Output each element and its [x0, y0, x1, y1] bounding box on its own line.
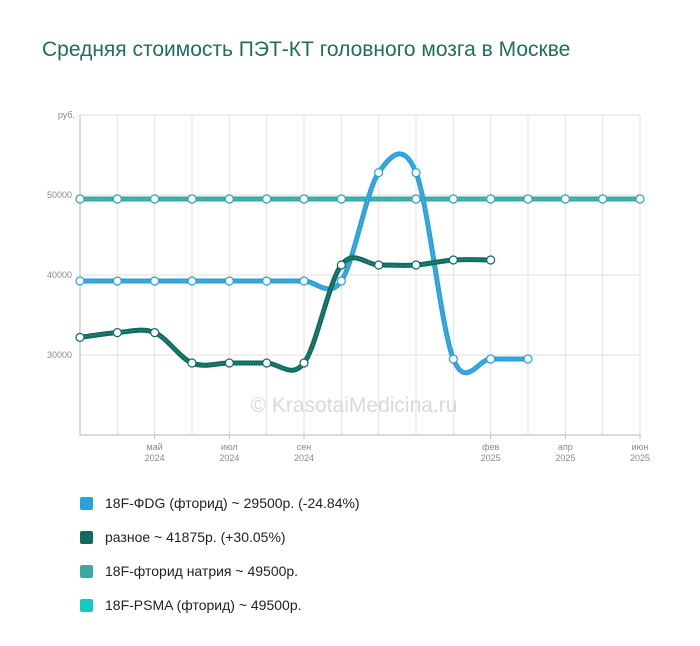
data-point [262, 276, 272, 286]
data-point [224, 358, 234, 368]
legend: 18F-ФDG (фторид) ~ 29500р. (-24.84%) разн… [80, 486, 360, 622]
data-point [411, 168, 421, 178]
data-point [112, 194, 122, 204]
data-point [299, 194, 309, 204]
chart-title: Средняя стоимость ПЭТ-КТ головного мозга… [42, 38, 571, 61]
x-tick-month: июн [632, 442, 649, 452]
chart-grid [79, 114, 641, 435]
data-point [448, 354, 458, 364]
x-tick-month: июл [221, 442, 238, 452]
data-point [598, 194, 608, 204]
data-point [411, 194, 421, 204]
data-point [523, 194, 533, 204]
series-line-3-hatch [79, 257, 491, 371]
data-point [187, 194, 197, 204]
legend-label: 18F-фторид натрия ~ 49500р. [105, 563, 299, 579]
data-point [523, 354, 533, 364]
data-point [336, 260, 346, 270]
data-point [75, 276, 85, 286]
data-point [75, 332, 85, 342]
data-point [411, 260, 421, 270]
legend-item[interactable]: 18F-PSMA (фторид) ~ 49500р. [80, 588, 360, 622]
x-tick-year: 2025 [555, 453, 575, 463]
data-point [262, 358, 272, 368]
chart-points [75, 168, 645, 368]
x-tick-year: 2024 [145, 453, 165, 463]
chart-series [77, 151, 643, 376]
data-point [635, 194, 645, 204]
legend-item[interactable]: 18F-ФDG (фторид) ~ 29500р. (-24.84%) [80, 486, 360, 520]
data-point [112, 276, 122, 286]
x-tick-year: 2024 [294, 453, 314, 463]
legend-label: 18F-ФDG (фторид) ~ 29500р. (-24.84%) [105, 495, 360, 511]
data-point [299, 276, 309, 286]
legend-item[interactable]: разное ~ 41875р. (+30.05%) [80, 520, 360, 554]
data-point [112, 328, 122, 338]
legend-item[interactable]: 18F-фторид натрия ~ 49500р. [80, 554, 360, 588]
data-point [224, 194, 234, 204]
data-point [486, 354, 496, 364]
data-point [187, 358, 197, 368]
data-point [560, 194, 570, 204]
watermark: © KrasotaiMedicina.ru [251, 394, 458, 417]
data-point [374, 260, 384, 270]
data-point [75, 194, 85, 204]
data-point [150, 194, 160, 204]
legend-swatch [80, 530, 93, 544]
y-unit-label: руб. [58, 110, 75, 120]
x-tick-year: 2024 [219, 453, 239, 463]
data-point [336, 194, 346, 204]
y-tick-label: 50000 [47, 190, 72, 200]
legend-swatch [80, 496, 93, 510]
legend-label: разное ~ 41875р. (+30.05%) [105, 529, 286, 545]
data-point [448, 194, 458, 204]
data-point [486, 255, 496, 265]
legend-swatch [80, 564, 93, 578]
y-tick-label: 40000 [47, 270, 72, 280]
legend-swatch [80, 598, 93, 612]
x-tick-month: апр [558, 442, 573, 452]
x-tick-month: сен [297, 442, 312, 452]
data-point [187, 276, 197, 286]
data-point [150, 276, 160, 286]
legend-label: 18F-PSMA (фторид) ~ 49500р. [105, 597, 302, 613]
chart-plot: 300004000050000руб.май2024июл2024сен2024… [47, 110, 650, 463]
data-point [262, 194, 272, 204]
data-point [486, 194, 496, 204]
data-point [336, 276, 346, 286]
data-point [299, 358, 309, 368]
x-tick-year: 2025 [481, 453, 501, 463]
x-tick-year: 2025 [630, 453, 650, 463]
chart-axes: 300004000050000руб.май2024июл2024сен2024… [47, 110, 650, 463]
x-tick-month: май [147, 442, 163, 452]
data-point [224, 276, 234, 286]
data-point [374, 168, 384, 178]
x-tick-month: фев [482, 442, 499, 452]
data-point [150, 328, 160, 338]
data-point [448, 255, 458, 265]
y-tick-label: 30000 [47, 350, 72, 360]
